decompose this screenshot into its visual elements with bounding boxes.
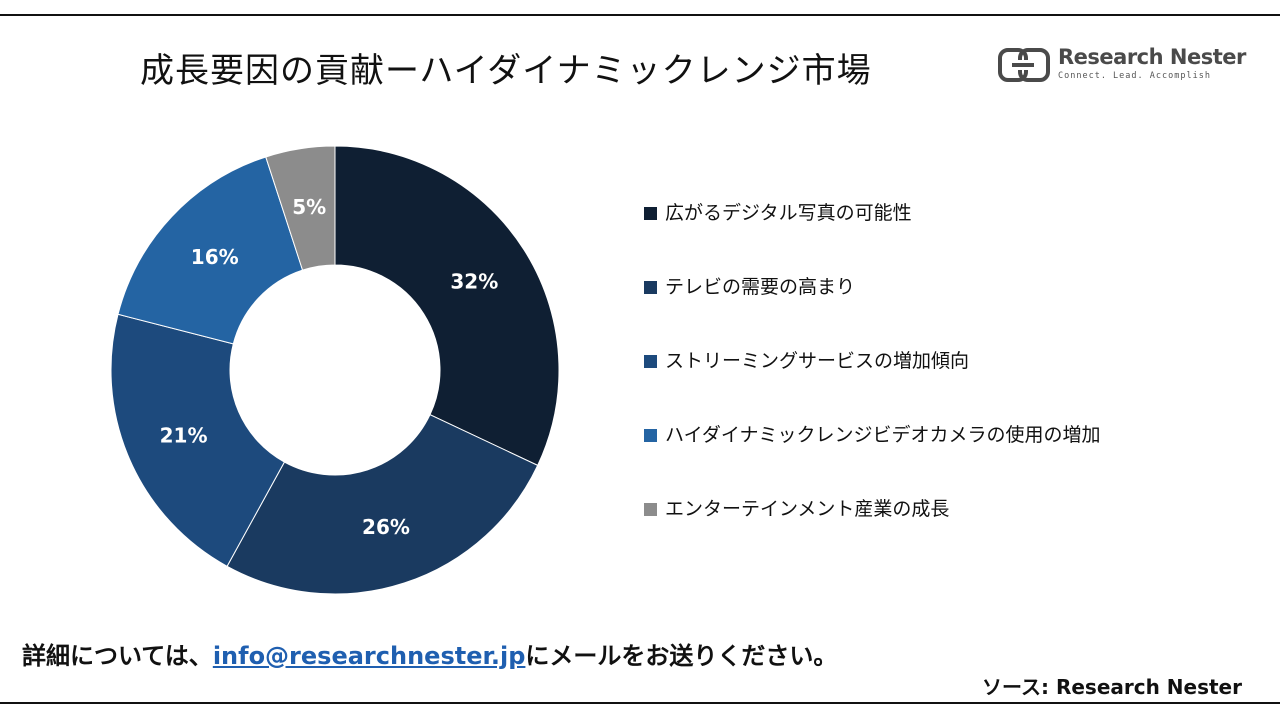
legend-swatch-2 [644,280,657,294]
donut-chart: 32% 26% 21% 16% 5% [110,145,560,595]
slice-data-label-1: 32% [450,270,498,294]
chart-legend: 広がるデジタル写真の可能性 テレビの需要の高まりストリーミングサービスの増加傾向ハ… [644,193,1244,563]
chart-title: 成長要因の貢献ーハイダイナミックレンジ市場 [140,51,872,91]
logo-name: Research Nester [1058,45,1246,69]
legend-item-3: ストリーミングサービスの増加傾向 [644,341,1244,381]
legend-swatch-3 [644,354,657,368]
top-rule [0,14,1280,16]
legend-swatch-4 [644,428,657,442]
slice-data-label-4: 16% [191,245,239,269]
donut-slice-5 [265,145,336,271]
slice-data-label-2: 26% [362,515,410,539]
source-credit: ソース: Research Nester [981,675,1242,699]
legend-item-5: エンターテインメント産業の成長 [644,489,1244,529]
legend-item-4: ハイダイナミックレンジビデオカメラの使用の増加 [644,415,1244,455]
slice-data-label-3: 21% [160,424,208,448]
donut-slice-1 [334,145,560,467]
legend-swatch-1 [644,206,657,220]
donut-slice-4 [117,156,304,345]
contact-note-prefix: 詳細については、 [22,642,213,670]
logo-mark-icon [998,48,1050,82]
donut-slice-3 [110,313,286,567]
slice-data-label-5: 5% [292,195,326,219]
legend-item-1: 広がるデジタル写真の可能性 [644,193,1244,233]
contact-note: 詳細については、info@researchnester.jpにメールをお送りくだ… [22,636,837,676]
legend-swatch-5 [644,502,657,516]
legend-label-2: テレビの需要の高まり [665,276,856,298]
contact-note-suffix: にメールをお送りください。 [525,642,838,670]
donut-slice-2 [226,414,539,595]
legend-item-2: テレビの需要の高まり [644,267,1244,307]
legend-label-4: ハイダイナミックレンジビデオカメラの使用の増加 [665,424,1101,446]
contact-email-link[interactable]: info@researchnester.jp [212,642,526,670]
bottom-rule [0,702,1280,704]
legend-label-3: ストリーミングサービスの増加傾向 [665,350,970,372]
research-nester-logo: Research Nester Connect. Lead. Accomplis… [998,44,1246,88]
legend-label-5: エンターテインメント産業の成長 [665,498,950,520]
legend-label-1: 広がるデジタル写真の可能性 [665,202,912,224]
logo-tagline: Connect. Lead. Accomplish [1058,71,1211,81]
